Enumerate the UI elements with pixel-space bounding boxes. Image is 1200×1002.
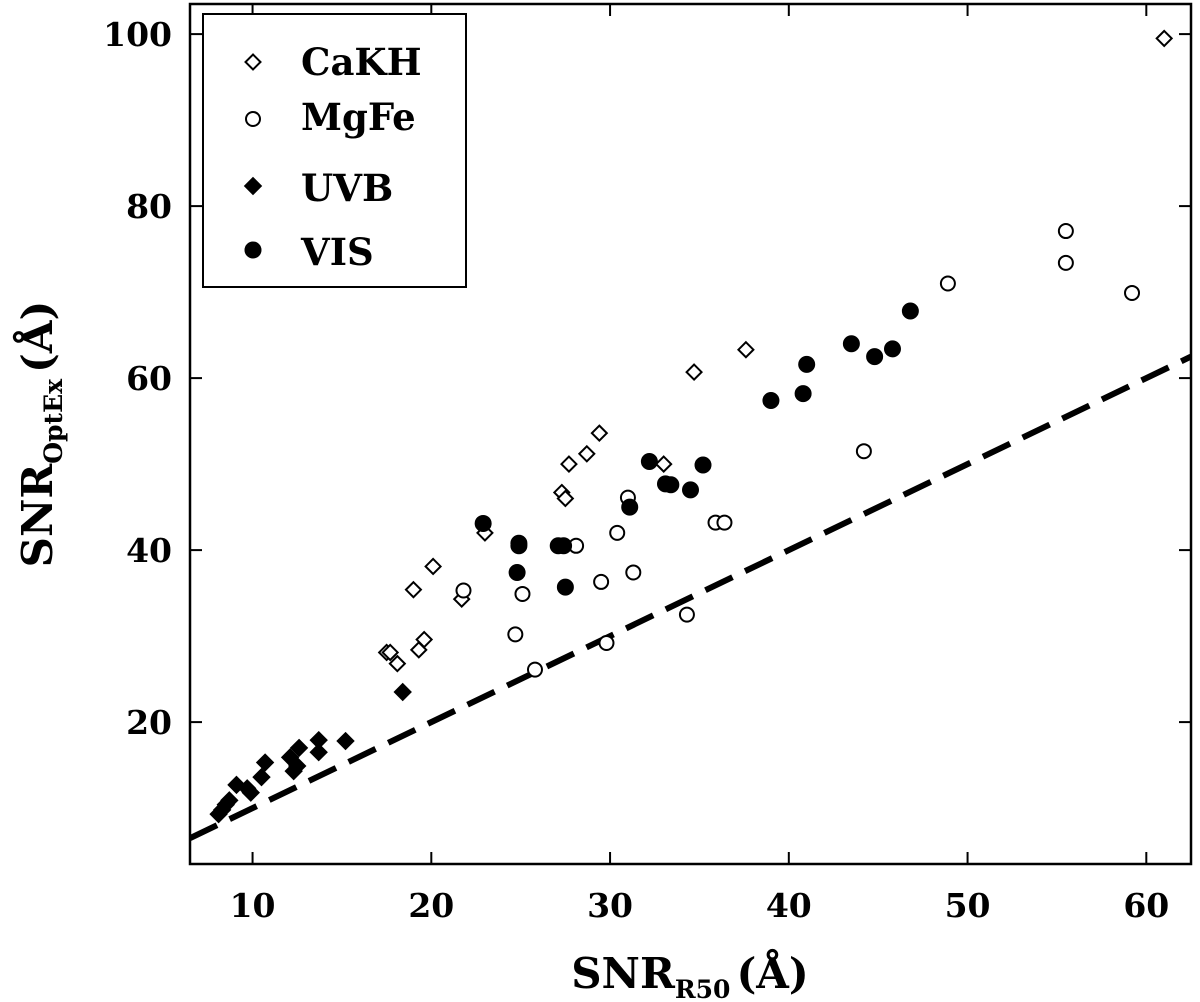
legend-label-vis: VIS xyxy=(300,230,374,274)
legend-marker-mgfe xyxy=(245,111,261,127)
data-point-vis xyxy=(508,563,526,581)
data-point-mgfe xyxy=(855,443,872,460)
data-point-mgfe xyxy=(678,606,695,623)
data-point-uvb xyxy=(284,761,303,781)
data-point-cakh xyxy=(388,654,407,673)
x-tick-label: 50 xyxy=(945,886,991,925)
data-point-mgfe xyxy=(593,573,610,590)
y-tick-label: 60 xyxy=(126,359,172,398)
data-point-cakh xyxy=(556,489,575,508)
data-point-vis xyxy=(555,537,573,555)
legend-marker-cakh xyxy=(244,53,262,71)
y-tick-label: 80 xyxy=(126,187,172,226)
reference-line-layer xyxy=(190,353,1191,841)
data-point-vis xyxy=(794,385,812,403)
axis-ticks-layer: 10 20 30 40 50 60 20 40 60 80 100 xyxy=(103,4,1191,925)
data-point-uvb xyxy=(241,783,260,802)
legend-markers xyxy=(243,53,263,259)
x-tick-label: 30 xyxy=(587,886,633,925)
data-point-uvb xyxy=(393,682,412,702)
data-point-cakh xyxy=(409,640,428,659)
x-axis-label-main: SNR xyxy=(571,949,676,998)
data-point-cakh xyxy=(560,455,578,474)
data-point-vis xyxy=(694,456,712,474)
data-point-cakh xyxy=(590,424,609,443)
data-point-vis xyxy=(510,537,528,555)
data-point-mgfe xyxy=(526,661,543,678)
legend-label-uvb: UVB xyxy=(301,166,393,210)
data-point-vis xyxy=(866,348,884,366)
data-point-cakh xyxy=(736,340,755,359)
data-point-mgfe xyxy=(1057,223,1074,240)
y-tick-label: 40 xyxy=(126,531,172,570)
data-point-cakh xyxy=(424,557,443,576)
data-point-uvb xyxy=(336,731,355,751)
data-point-cakh xyxy=(654,455,673,474)
data-point-cakh xyxy=(685,363,703,381)
data-point-vis xyxy=(842,335,860,353)
plot-frame xyxy=(188,2,1193,866)
x-axis-label-unit: (Å) xyxy=(736,948,808,998)
x-tick-label: 40 xyxy=(766,886,812,925)
x-tick-label: 10 xyxy=(230,886,276,925)
x-tick-label: 20 xyxy=(408,886,454,925)
legend-label-mgfe: MgFe xyxy=(301,95,416,139)
data-point-mgfe xyxy=(507,626,524,643)
data-point-cakh xyxy=(577,444,596,463)
data-point-vis xyxy=(901,302,919,320)
y-axis-label-unit: (Å) xyxy=(12,301,62,373)
y-axis-label-main: SNR xyxy=(13,463,62,568)
x-axis-label: SNRR50 (Å) xyxy=(571,948,809,1002)
data-point-uvb xyxy=(255,753,275,772)
data-point-mgfe xyxy=(514,585,531,602)
data-point-vis xyxy=(762,391,780,409)
data-point-cakh xyxy=(404,580,423,599)
reference-line xyxy=(190,353,1191,841)
data-points-layer xyxy=(209,29,1174,824)
data-point-mgfe xyxy=(1057,254,1074,271)
y-axis-label: SNROptEx (Å) xyxy=(12,301,68,568)
x-axis-label-sub: R50 xyxy=(675,975,731,1002)
data-point-uvb xyxy=(309,742,328,762)
data-point-mgfe xyxy=(598,634,615,651)
data-point-mgfe xyxy=(716,514,733,531)
data-point-mgfe xyxy=(939,275,956,292)
y-axis-label-sub: OptEx xyxy=(39,378,68,464)
legend: CaKH MgFe UVB VIS xyxy=(202,13,467,288)
data-point-mgfe xyxy=(609,524,626,541)
data-point-vis xyxy=(556,578,574,596)
data-point-mgfe xyxy=(455,582,472,599)
data-point-vis xyxy=(662,476,680,494)
legend-label-cakh: CaKH xyxy=(301,40,422,84)
data-point-uvb xyxy=(209,804,228,824)
data-point-uvb xyxy=(252,767,271,787)
y-tick-label: 20 xyxy=(126,703,172,742)
data-point-cakh xyxy=(381,643,400,662)
data-point-vis xyxy=(682,481,699,499)
data-point-uvb xyxy=(289,738,309,758)
data-point-vis xyxy=(640,453,658,471)
legend-marker-uvb xyxy=(243,176,263,196)
x-tick-label: 60 xyxy=(1123,886,1169,925)
data-point-mgfe xyxy=(1124,284,1141,301)
legend-marker-vis xyxy=(244,241,262,259)
data-point-cakh xyxy=(1155,29,1174,48)
data-point-vis xyxy=(474,514,492,532)
data-point-vis xyxy=(798,355,816,373)
data-point-vis xyxy=(621,498,639,516)
y-tick-label: 100 xyxy=(103,15,172,54)
data-point-vis xyxy=(883,340,901,358)
data-point-mgfe xyxy=(625,564,642,581)
